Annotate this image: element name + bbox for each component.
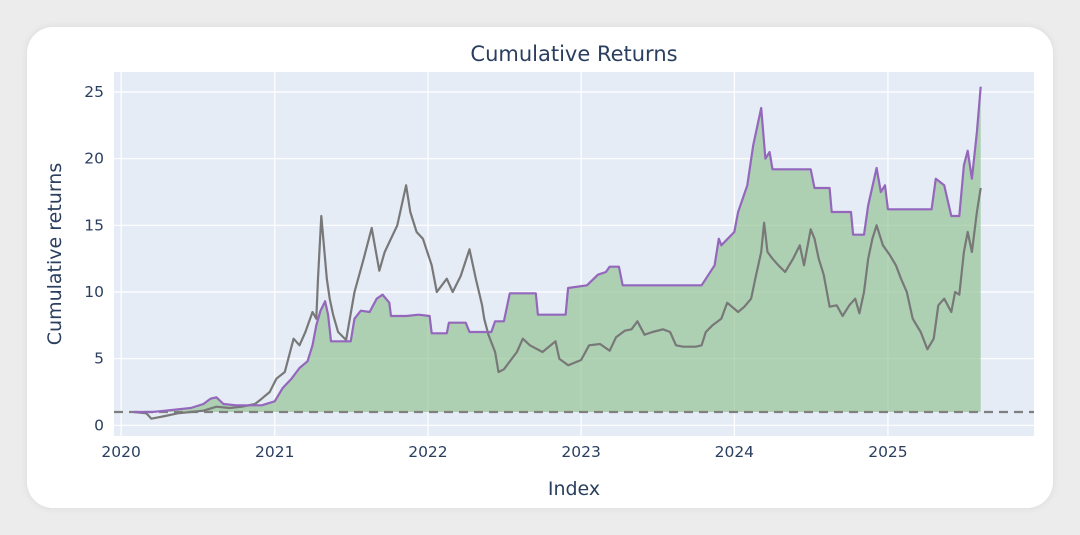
chart-title: Cumulative Returns	[470, 42, 677, 66]
strategy-line	[134, 86, 982, 414]
y-axis-label: Cumulative returns	[44, 163, 66, 345]
series-lines	[133, 86, 982, 420]
y-tick-label: 0	[94, 416, 104, 434]
y-tick-label: 5	[94, 350, 104, 368]
y-tick-label: 20	[84, 150, 104, 168]
x-tick-label: 2023	[561, 443, 600, 461]
x-axis-label: Index	[548, 478, 600, 500]
x-tick-label: 2021	[255, 443, 294, 461]
y-tick-label: 10	[84, 283, 104, 301]
fill-area	[134, 86, 981, 413]
y-tick-labels: 0 5 10 15 20 25	[84, 83, 104, 434]
x-tick-labels: 2020 2021 2022 2023 2024 2025	[101, 443, 907, 461]
y-tick-label: 15	[84, 216, 104, 234]
x-tick-label: 2020	[101, 443, 140, 461]
benchmark-line	[133, 184, 982, 420]
x-tick-label: 2024	[715, 443, 754, 461]
y-tick-label: 25	[84, 83, 104, 101]
strategy-fill-area	[134, 86, 981, 413]
x-tick-label: 2022	[408, 443, 447, 461]
x-tick-label: 2025	[868, 443, 907, 461]
